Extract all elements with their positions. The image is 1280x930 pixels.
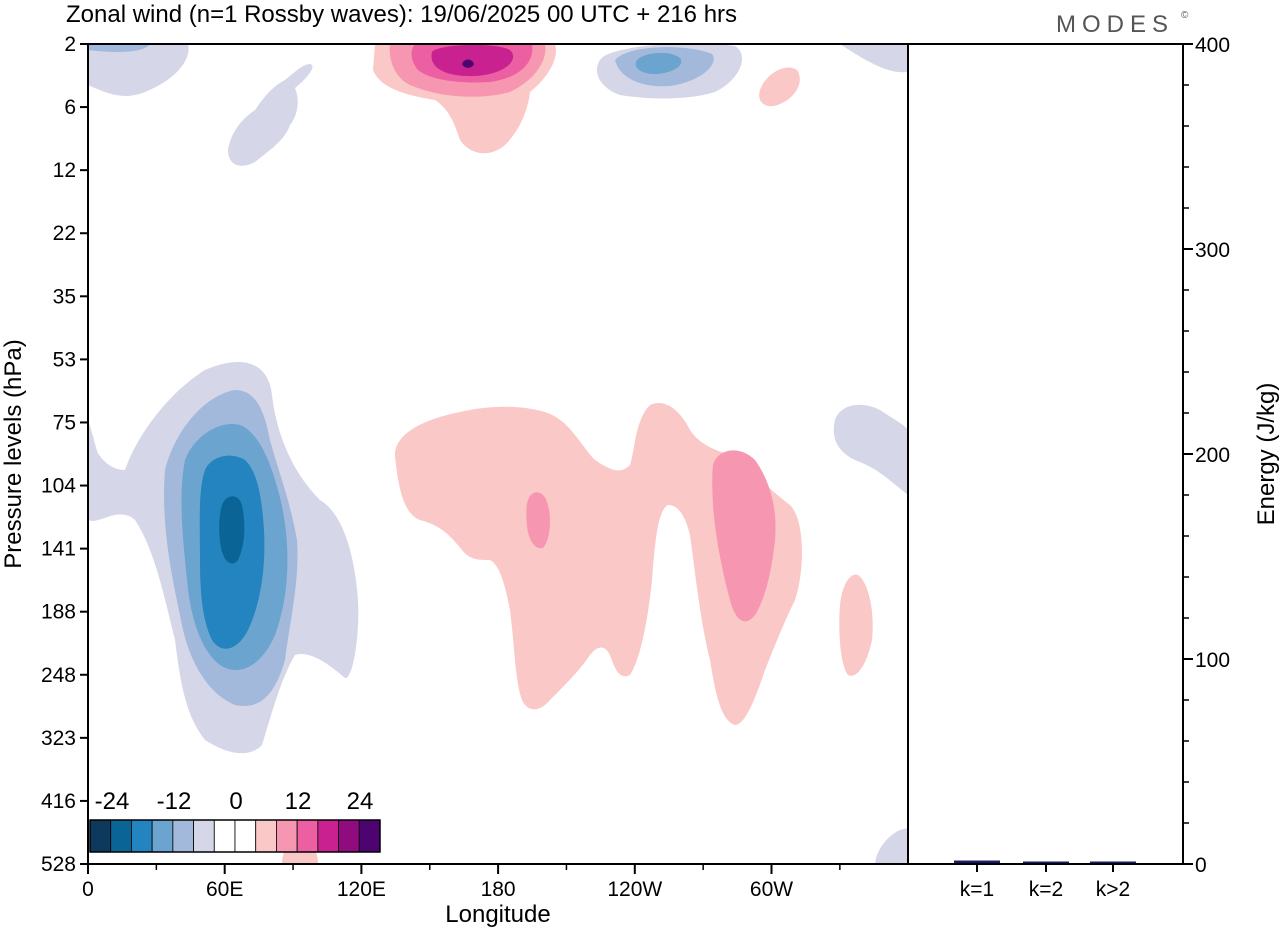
contour-region (88, 44, 150, 52)
y-tick-label: 323 (41, 727, 76, 750)
x-tick-label: 60E (206, 878, 243, 901)
contour-region (712, 450, 776, 622)
colorbar-label: 12 (285, 788, 312, 815)
brand-mark: © (1181, 10, 1189, 21)
x-tick-label: 60W (750, 878, 793, 901)
contour-region (833, 404, 908, 495)
colorbar-swatch (276, 819, 298, 853)
contour-region (526, 492, 551, 549)
colorbar-label: -12 (157, 788, 192, 815)
colorbar-swatch (131, 819, 153, 853)
contour-region (88, 44, 189, 96)
colorbar-swatch (234, 819, 257, 853)
x-axis: 0 60E 120E 180 120W 60W (82, 864, 841, 901)
y-tick-label: 6 (64, 96, 76, 119)
colorbar-swatch (151, 819, 174, 853)
energy-cat-label: k=1 (960, 878, 994, 901)
colorbar-label: 0 (229, 788, 242, 815)
energy-axis-title: Energy (J/kg) (1253, 383, 1280, 526)
y-tick-label: 416 (41, 790, 76, 813)
x-axis-title: Longitude (445, 901, 550, 928)
y-axis: 2 6 12 22 35 53 75 104 141 188 248 323 416 528 (41, 33, 88, 876)
energy-tick-label: 400 (1195, 34, 1230, 57)
contour-region (395, 402, 802, 725)
y-tick-label: 12 (53, 159, 76, 182)
contour-region (875, 828, 908, 864)
energy-bar (954, 860, 1000, 863)
y-tick-label: 248 (41, 664, 76, 687)
y-tick-label: 53 (53, 348, 76, 371)
brand-logo: MODES (1056, 11, 1174, 38)
colorbar-swatch (255, 819, 277, 853)
contour-region (839, 574, 873, 676)
y-tick-label: 188 (41, 601, 76, 624)
y-tick-label: 22 (53, 222, 76, 245)
colorbar-label: 24 (347, 788, 374, 815)
energy-tick-label: 0 (1195, 854, 1207, 877)
colorbar-label: -24 (95, 788, 130, 815)
y-tick-label: 75 (53, 411, 76, 434)
contour-region (840, 44, 908, 73)
colorbar-labels: -24 -12 0 12 24 (95, 788, 374, 815)
contour-region (88, 420, 110, 510)
energy-bar (1023, 861, 1069, 863)
contour-region (635, 52, 682, 74)
energy-tick-label: 300 (1195, 239, 1230, 262)
contour-region (431, 44, 514, 77)
colorbar-swatch (172, 819, 194, 853)
y-tick-label: 35 (53, 285, 76, 308)
colorbar-frame (89, 819, 381, 853)
y-tick-label: 104 (41, 475, 76, 498)
energy-bar (1090, 861, 1136, 863)
colorbar-swatch (358, 819, 381, 853)
colorbar (89, 819, 381, 853)
colorbar-swatch (193, 819, 215, 853)
contour-region (462, 59, 474, 68)
colorbar-swatch (110, 819, 132, 853)
energy-axis: 0 100 200 300 400 (1183, 34, 1230, 877)
contour-region (759, 67, 800, 107)
y-tick-label: 2 (64, 33, 76, 56)
y-tick-label: 141 (41, 538, 76, 561)
x-tick-label: 180 (481, 878, 516, 901)
contour-field (88, 44, 908, 864)
x-tick-label: 120E (337, 878, 386, 901)
chart-title: Zonal wind (n=1 Rossby waves): 19/06/202… (66, 1, 737, 28)
energy-bars: k=1 k=2 k>2 (954, 860, 1136, 901)
energy-cat-label: k>2 (1096, 878, 1130, 901)
colorbar-swatch (338, 819, 360, 853)
energy-tick-label: 200 (1195, 444, 1230, 467)
energy-cat-label: k=2 (1029, 878, 1063, 901)
y-axis-title: Pressure levels (hPa) (0, 339, 27, 568)
x-tick-label: 0 (82, 878, 94, 901)
y-tick-label: 528 (41, 853, 76, 876)
colorbar-swatch (317, 819, 339, 853)
colorbar-swatch (213, 819, 236, 853)
colorbar-swatch (89, 819, 112, 853)
contour-region (228, 64, 313, 166)
energy-tick-label: 100 (1195, 649, 1230, 672)
contour-region (219, 496, 245, 564)
colorbar-swatch (296, 819, 319, 853)
x-tick-label: 120W (607, 878, 662, 901)
